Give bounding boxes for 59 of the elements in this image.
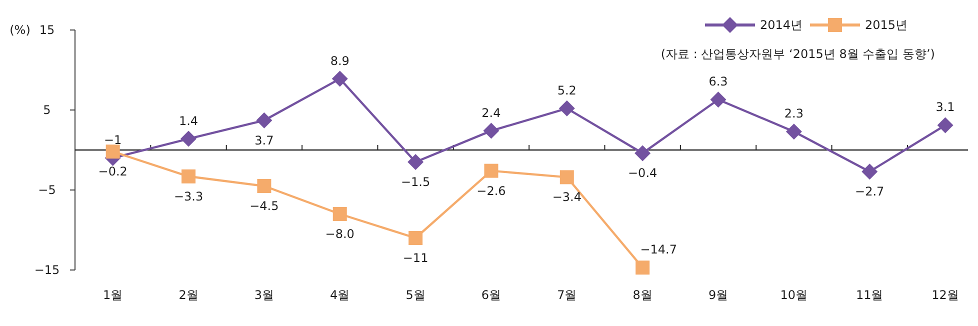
data-label: −2.6 [476,184,506,198]
point [483,122,500,139]
legend-label: 2014년 [760,18,803,32]
point [937,117,954,134]
point [106,144,120,159]
y-tick-label: 5 [43,103,51,117]
point [180,130,197,147]
y-tick-label: 15 [39,23,55,37]
x-tick-label: 2월 [178,288,198,302]
point [257,179,272,193]
data-label: 2.3 [784,106,804,121]
point [332,70,348,87]
data-label: 3.1 [936,100,955,114]
data-label: 2.4 [482,106,501,120]
point [636,260,650,275]
x-tick-label: 9월 [708,288,728,302]
point [256,112,272,128]
x-tick-label: 3월 [254,288,274,302]
x-tick-label: 8월 [632,288,652,302]
point [710,92,726,108]
point [558,100,575,116]
data-label: 5.2 [557,83,576,98]
annotation: (자료 : 산업통상자원부 ‘2015년 8월 수출입 동향’) [660,47,935,61]
data-label: −8.0 [325,227,354,241]
point [786,124,802,140]
x-tick-label: 10월 [780,288,808,302]
data-label: 6.3 [708,74,728,89]
point [332,207,347,221]
legend-label: 2015년 [865,18,908,32]
x-tick-label: 6월 [481,288,502,302]
data-label: −1 [104,133,122,147]
x-tick-label: 4월 [330,288,350,302]
data-label: −3.4 [552,190,582,204]
point [560,170,574,184]
x-tick-label: 12월 [932,288,959,302]
data-label: −11 [402,251,428,265]
data-label: 1.4 [178,114,198,128]
y-axis-title: (%) [10,23,30,37]
point [634,145,651,162]
point [862,164,878,180]
y-tick-label: −5 [38,183,56,197]
point [484,164,498,178]
data-label: −1.5 [400,175,430,189]
point [408,231,423,245]
x-tick-label: 5월 [406,288,426,302]
data-label: 8.9 [330,54,350,68]
point [182,169,196,184]
data-label: 3.7 [254,133,274,148]
data-label: −3.3 [174,189,204,204]
y-tick-label: −15 [34,263,60,277]
data-label: −2.7 [855,184,884,199]
x-tick-label: 11월 [856,288,884,302]
point [408,154,424,170]
x-tick-label: 7월 [557,288,577,302]
data-label: −4.5 [250,199,279,213]
x-tick-label: 1월 [103,288,123,302]
data-label: −14.7 [640,242,677,257]
data-label: −0.2 [98,164,128,179]
data-label: −0.4 [628,166,658,180]
